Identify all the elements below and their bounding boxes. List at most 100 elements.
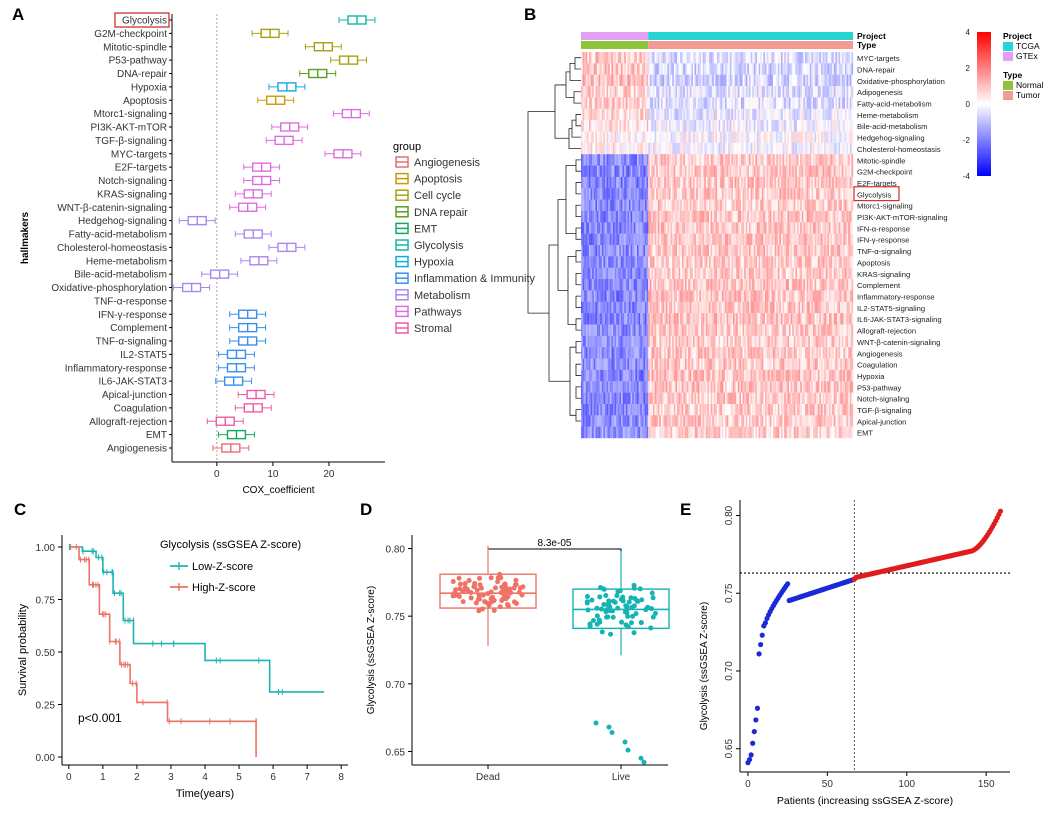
b-cell	[677, 52, 679, 64]
b-cell	[625, 142, 628, 155]
b-cell	[822, 267, 825, 280]
b-cell	[824, 245, 826, 257]
b-cell	[645, 131, 647, 144]
b-cell	[677, 86, 679, 98]
b-cell	[757, 290, 759, 302]
b-cell	[771, 245, 774, 257]
b-cell	[803, 210, 806, 223]
b-cell	[648, 313, 650, 325]
b-cell	[744, 290, 746, 302]
b-cell	[651, 131, 654, 144]
b-cell	[801, 267, 804, 280]
b-cell	[737, 97, 740, 109]
b-cell	[777, 222, 780, 234]
b-cell	[611, 52, 614, 64]
b-cell	[808, 210, 810, 223]
b-cell	[635, 97, 638, 109]
b-cell	[808, 176, 810, 189]
b-cell	[744, 301, 746, 314]
b-cell	[593, 108, 596, 121]
b-cell	[688, 188, 690, 200]
b-cell	[822, 301, 825, 314]
b-cell	[677, 74, 679, 87]
b-cell	[715, 74, 718, 87]
b-cell	[640, 108, 642, 121]
b-cell	[771, 86, 774, 98]
b-cell	[725, 120, 727, 132]
b-cell	[829, 279, 831, 291]
b-cell	[835, 313, 838, 325]
b-cell	[747, 199, 750, 212]
b-cell	[797, 97, 799, 109]
b-cell	[693, 233, 695, 246]
b-cell	[763, 188, 766, 200]
b-cell	[755, 290, 758, 302]
b-cell	[598, 154, 601, 166]
b-cell	[581, 131, 583, 144]
b-cell	[729, 154, 732, 166]
b-cell	[798, 52, 801, 64]
b-cell	[648, 176, 650, 189]
b-cell	[729, 74, 732, 87]
b-cell	[715, 176, 718, 189]
b-cell	[821, 245, 823, 257]
b-cell	[665, 176, 668, 189]
b-cell	[752, 233, 754, 246]
b-cell	[592, 222, 594, 234]
b-cell	[803, 290, 806, 302]
b-cell	[811, 245, 814, 257]
b-cell	[816, 63, 818, 75]
b-cell	[643, 290, 646, 302]
b-cell	[814, 176, 817, 189]
b-cell	[675, 165, 678, 178]
b-cell	[702, 165, 705, 178]
b-cell	[734, 188, 737, 200]
b-cell	[790, 52, 793, 64]
b-cell	[753, 335, 756, 348]
b-cell	[789, 97, 791, 109]
b-cell	[643, 142, 646, 155]
b-cell	[707, 324, 710, 337]
b-cell	[699, 188, 702, 200]
b-cell	[613, 86, 615, 98]
b-cell	[752, 108, 754, 121]
b-cell	[798, 199, 801, 212]
b-cell	[681, 267, 684, 280]
b-cell	[726, 176, 729, 189]
b-cell	[629, 199, 631, 212]
b-cell	[717, 335, 719, 348]
b-cell	[592, 142, 594, 155]
b-cell	[779, 142, 782, 155]
b-cell	[593, 290, 596, 302]
b-cell	[745, 290, 748, 302]
b-cell	[757, 176, 759, 189]
b-cell	[597, 176, 599, 189]
b-cell	[678, 210, 681, 223]
b-cell	[763, 131, 766, 144]
b-cell	[771, 188, 774, 200]
b-cell	[593, 176, 596, 189]
b-cell	[675, 188, 678, 200]
a-legend-label-glycolysis: Glycolysis	[414, 240, 464, 252]
b-cell	[832, 108, 834, 121]
a-x-tick-label: 10	[267, 469, 279, 480]
b-cell	[753, 120, 756, 132]
b-cell	[635, 301, 638, 314]
b-cell	[851, 324, 854, 337]
b-cell	[793, 290, 796, 302]
b-cell	[742, 358, 745, 371]
b-cell	[824, 324, 826, 337]
b-cell	[760, 154, 762, 166]
b-cell	[665, 142, 668, 155]
b-cell	[667, 279, 670, 291]
b-cell	[656, 199, 658, 212]
b-cell	[605, 358, 607, 371]
b-cell	[741, 108, 743, 121]
b-cell	[613, 256, 615, 268]
b-cell	[701, 165, 703, 178]
b-cell	[817, 188, 820, 200]
b-cell	[597, 290, 599, 302]
b-cell	[702, 324, 705, 337]
b-cell	[737, 233, 740, 246]
b-cell	[849, 165, 852, 178]
